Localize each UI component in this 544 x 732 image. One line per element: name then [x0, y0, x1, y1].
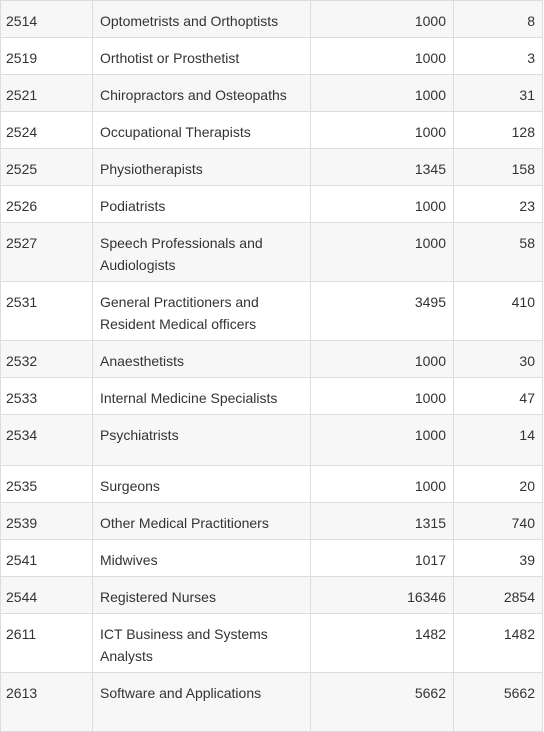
value-cell: 23	[453, 185, 543, 223]
value-cell: 158	[453, 148, 543, 186]
table-row: 2535 Surgeons 1000 20	[0, 465, 543, 503]
code-cell: 2539	[0, 502, 93, 540]
occupation-cell: Internal Medicine Specialists	[92, 377, 311, 415]
value-cell: 16346	[310, 576, 454, 614]
table-row: 2544 Registered Nurses 16346 2854	[0, 576, 543, 614]
value-cell: 1000	[310, 37, 454, 75]
value-cell: 1000	[310, 414, 454, 466]
value-cell: 14	[453, 414, 543, 466]
code-cell: 2524	[0, 111, 93, 149]
value-cell: 1000	[310, 222, 454, 282]
occupation-cell: ICT Business and Systems Analysts	[92, 613, 311, 673]
table-row: 2514 Optometrists and Orthoptists 1000 8	[0, 0, 543, 38]
code-cell: 2535	[0, 465, 93, 503]
occupation-cell: Other Medical Practitioners	[92, 502, 311, 540]
value-cell: 1000	[310, 74, 454, 112]
table-row: 2531 General Practitioners and Resident M…	[0, 281, 543, 341]
code-cell: 2519	[0, 37, 93, 75]
code-cell: 2533	[0, 377, 93, 415]
table-row: 2519 Orthotist or Prosthetist 1000 3	[0, 37, 543, 75]
table-row: 2527 Speech Professionals and Audiologist…	[0, 222, 543, 282]
value-cell: 1000	[310, 0, 454, 38]
value-cell: 1017	[310, 539, 454, 577]
code-cell: 2534	[0, 414, 93, 466]
code-cell: 2613	[0, 672, 93, 732]
value-cell: 128	[453, 111, 543, 149]
value-cell: 1345	[310, 148, 454, 186]
code-cell: 2527	[0, 222, 93, 282]
occupation-cell: Optometrists and Orthoptists	[92, 0, 311, 38]
code-cell: 2525	[0, 148, 93, 186]
value-cell: 47	[453, 377, 543, 415]
occupation-cell: Anaesthetists	[92, 340, 311, 378]
value-cell: 740	[453, 502, 543, 540]
occupation-cell: Midwives	[92, 539, 311, 577]
value-cell: 20	[453, 465, 543, 503]
occupation-cell: Chiropractors and Osteopaths	[92, 74, 311, 112]
value-cell: 2854	[453, 576, 543, 614]
value-cell: 31	[453, 74, 543, 112]
value-cell: 1315	[310, 502, 454, 540]
code-cell: 2611	[0, 613, 93, 673]
value-cell: 1000	[310, 465, 454, 503]
occupation-cell: Psychiatrists	[92, 414, 311, 466]
value-cell: 3	[453, 37, 543, 75]
table-row: 2611 ICT Business and Systems Analysts 148…	[0, 613, 543, 673]
table-row: 2534 Psychiatrists 1000 14	[0, 414, 543, 466]
value-cell: 1000	[310, 377, 454, 415]
value-cell: 39	[453, 539, 543, 577]
occupation-cell: Orthotist or Prosthetist	[92, 37, 311, 75]
table-row: 2525 Physiotherapists 1345 158	[0, 148, 543, 186]
value-cell: 58	[453, 222, 543, 282]
value-cell: 1482	[310, 613, 454, 673]
value-cell: 5662	[310, 672, 454, 732]
table-row: 2521 Chiropractors and Osteopaths 1000 31	[0, 74, 543, 112]
table-row: 2533 Internal Medicine Specialists 1000 47	[0, 377, 543, 415]
occupation-cell: Surgeons	[92, 465, 311, 503]
table-row: 2541 Midwives 1017 39	[0, 539, 543, 577]
code-cell: 2514	[0, 0, 93, 38]
value-cell: 8	[453, 0, 543, 38]
value-cell: 3495	[310, 281, 454, 341]
value-cell: 5662	[453, 672, 543, 732]
occupation-cell: Physiotherapists	[92, 148, 311, 186]
occupation-cell: Occupational Therapists	[92, 111, 311, 149]
table-row: 2524 Occupational Therapists 1000 128	[0, 111, 543, 149]
value-cell: 1000	[310, 185, 454, 223]
value-cell: 1482	[453, 613, 543, 673]
value-cell: 30	[453, 340, 543, 378]
code-cell: 2541	[0, 539, 93, 577]
occupation-cell: Podiatrists	[92, 185, 311, 223]
occupation-cell: Software and Applications	[92, 672, 311, 732]
table-row: 2532 Anaesthetists 1000 30	[0, 340, 543, 378]
code-cell: 2526	[0, 185, 93, 223]
value-cell: 410	[453, 281, 543, 341]
code-cell: 2544	[0, 576, 93, 614]
occupation-cell: Speech Professionals and Audiologists	[92, 222, 311, 282]
code-cell: 2532	[0, 340, 93, 378]
table-row: 2526 Podiatrists 1000 23	[0, 185, 543, 223]
table-row: 2539 Other Medical Practitioners 1315 740	[0, 502, 543, 540]
code-cell: 2531	[0, 281, 93, 341]
table-row: 2613 Software and Applications 5662 5662	[0, 672, 543, 732]
code-cell: 2521	[0, 74, 93, 112]
value-cell: 1000	[310, 340, 454, 378]
occupation-cell: General Practitioners and Resident Medic…	[92, 281, 311, 341]
occupation-cell: Registered Nurses	[92, 576, 311, 614]
value-cell: 1000	[310, 111, 454, 149]
